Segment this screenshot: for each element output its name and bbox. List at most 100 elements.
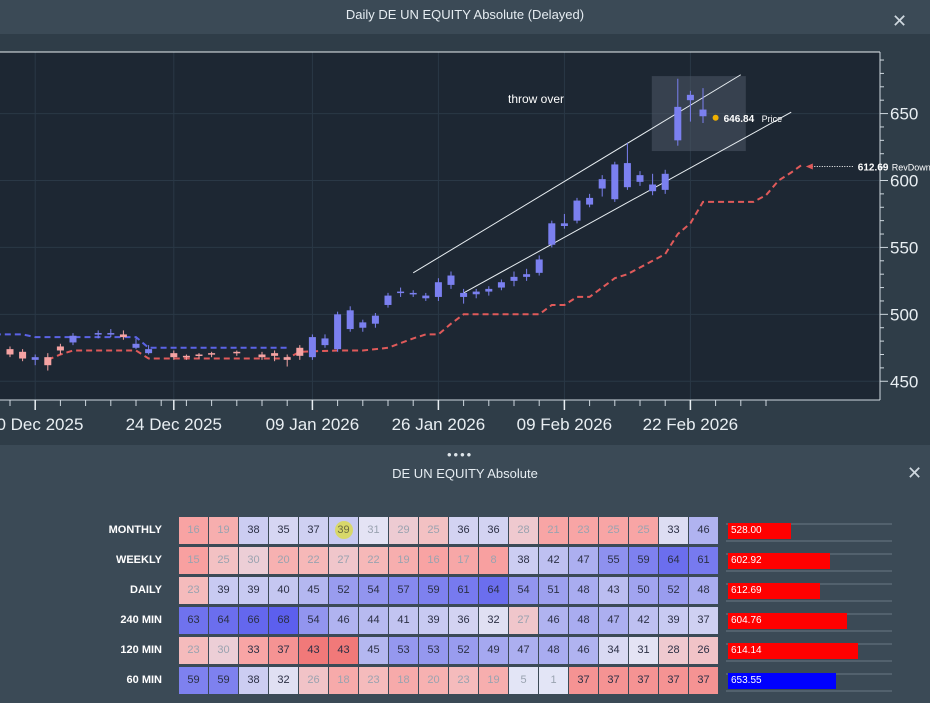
heatmap-cell[interactable]: 64 (479, 577, 508, 604)
heatmap-cell[interactable]: 35 (269, 517, 298, 544)
heatmap-cell[interactable]: 32 (479, 607, 508, 634)
heatmap-cell[interactable]: 18 (329, 667, 358, 694)
heatmap-cell[interactable]: 41 (389, 607, 418, 634)
heatmap-cell[interactable]: 52 (659, 577, 688, 604)
heatmap-cell[interactable]: 1 (539, 667, 568, 694)
heatmap-cell[interactable]: 39 (329, 517, 358, 544)
heatmap-cell[interactable]: 18 (389, 667, 418, 694)
heatmap-cell[interactable]: 37 (599, 667, 628, 694)
heatmap-cell[interactable]: 48 (539, 637, 568, 664)
heatmap-cell[interactable]: 43 (329, 637, 358, 664)
heatmap-cell[interactable]: 52 (329, 577, 358, 604)
heatmap-cell[interactable]: 54 (299, 607, 328, 634)
heatmap-cell[interactable]: 8 (479, 547, 508, 574)
heatmap-cell[interactable]: 43 (599, 577, 628, 604)
heatmap-cell[interactable]: 38 (239, 517, 268, 544)
heatmap-cell[interactable]: 25 (599, 517, 628, 544)
heatmap-cell[interactable]: 59 (209, 667, 238, 694)
heatmap-cell[interactable]: 45 (299, 577, 328, 604)
heatmap-cell[interactable]: 19 (209, 517, 238, 544)
heatmap-cell[interactable]: 42 (629, 607, 658, 634)
heatmap-cell[interactable]: 46 (689, 517, 718, 544)
heatmap-cell[interactable]: 52 (449, 637, 478, 664)
heatmap-cell[interactable]: 47 (509, 637, 538, 664)
heatmap-cell[interactable]: 39 (419, 607, 448, 634)
heatmap-cell[interactable]: 54 (359, 577, 388, 604)
panel-resize-handle[interactable]: •••• (447, 447, 474, 462)
heatmap-cell[interactable]: 31 (629, 637, 658, 664)
heatmap-cell[interactable]: 28 (509, 517, 538, 544)
heatmap-cell[interactable]: 5 (509, 667, 538, 694)
heatmap-cell[interactable]: 32 (269, 667, 298, 694)
heatmap-cell[interactable]: 20 (419, 667, 448, 694)
heatmap-cell[interactable]: 47 (569, 547, 598, 574)
heatmap-cell[interactable]: 64 (209, 607, 238, 634)
heatmap-cell[interactable]: 23 (569, 517, 598, 544)
heatmap-cell[interactable]: 23 (449, 667, 478, 694)
heatmap-cell[interactable]: 48 (569, 577, 598, 604)
heatmap-cell[interactable]: 37 (659, 667, 688, 694)
heatmap-cell[interactable]: 19 (389, 547, 418, 574)
close-icon[interactable]: ✕ (892, 11, 908, 31)
heatmap-cell[interactable]: 23 (359, 667, 388, 694)
heatmap-cell[interactable]: 20 (269, 547, 298, 574)
heatmap-cell[interactable]: 37 (689, 667, 718, 694)
heatmap-cell[interactable]: 64 (659, 547, 688, 574)
heatmap-cell[interactable]: 46 (539, 607, 568, 634)
heatmap-cell[interactable]: 31 (359, 517, 388, 544)
heatmap-cell[interactable]: 42 (539, 547, 568, 574)
heatmap-cell[interactable]: 22 (299, 547, 328, 574)
heatmap-cell[interactable]: 19 (479, 667, 508, 694)
heatmap-cell[interactable]: 44 (359, 607, 388, 634)
heatmap-cell[interactable]: 17 (449, 547, 478, 574)
heatmap-cell[interactable]: 25 (419, 517, 448, 544)
heatmap-cell[interactable]: 27 (329, 547, 358, 574)
heatmap-cell[interactable]: 59 (629, 547, 658, 574)
heatmap-cell[interactable]: 34 (599, 637, 628, 664)
heatmap-cell[interactable]: 23 (179, 637, 208, 664)
heatmap-cell[interactable]: 37 (299, 517, 328, 544)
heatmap-cell[interactable]: 46 (329, 607, 358, 634)
heatmap-cell[interactable]: 23 (179, 577, 208, 604)
heatmap-cell[interactable]: 55 (599, 547, 628, 574)
heatmap-cell[interactable]: 39 (209, 577, 238, 604)
heatmap-cell[interactable]: 36 (479, 517, 508, 544)
heatmap-cell[interactable]: 59 (179, 667, 208, 694)
heatmap-cell[interactable]: 43 (299, 637, 328, 664)
heatmap-cell[interactable]: 22 (359, 547, 388, 574)
heatmap-cell[interactable]: 38 (509, 547, 538, 574)
heatmap-cell[interactable]: 28 (659, 637, 688, 664)
heatmap-cell[interactable]: 57 (389, 577, 418, 604)
heatmap-cell[interactable]: 27 (509, 607, 538, 634)
heatmap-cell[interactable]: 29 (389, 517, 418, 544)
heatmap-cell[interactable]: 49 (479, 637, 508, 664)
heatmap-cell[interactable]: 66 (239, 607, 268, 634)
heatmap-cell[interactable]: 45 (359, 637, 388, 664)
heatmap-cell[interactable]: 47 (599, 607, 628, 634)
heatmap-cell[interactable]: 37 (569, 667, 598, 694)
heatmap-cell[interactable]: 54 (509, 577, 538, 604)
heatmap-cell[interactable]: 39 (659, 607, 688, 634)
heatmap-cell[interactable]: 68 (269, 607, 298, 634)
heatmap-cell[interactable]: 21 (539, 517, 568, 544)
heatmap-cell[interactable]: 53 (419, 637, 448, 664)
heatmap-cell[interactable]: 50 (629, 577, 658, 604)
heatmap-cell[interactable]: 15 (179, 547, 208, 574)
heatmap-cell[interactable]: 36 (449, 517, 478, 544)
heatmap-cell[interactable]: 61 (449, 577, 478, 604)
heatmap-cell[interactable]: 33 (239, 637, 268, 664)
heatmap-cell[interactable]: 48 (569, 607, 598, 634)
heatmap-cell[interactable]: 16 (419, 547, 448, 574)
heatmap-cell[interactable]: 51 (539, 577, 568, 604)
heatmap-cell[interactable]: 36 (449, 607, 478, 634)
heatmap-cell[interactable]: 59 (419, 577, 448, 604)
close-icon[interactable]: ✕ (907, 463, 923, 483)
heatmap-cell[interactable]: 46 (569, 637, 598, 664)
heatmap-cell[interactable]: 26 (689, 637, 718, 664)
heatmap-cell[interactable]: 53 (389, 637, 418, 664)
heatmap-cell[interactable]: 63 (179, 607, 208, 634)
heatmap-cell[interactable]: 39 (239, 577, 268, 604)
heatmap-cell[interactable]: 40 (269, 577, 298, 604)
heatmap-cell[interactable]: 48 (689, 577, 718, 604)
heatmap-cell[interactable]: 25 (629, 517, 658, 544)
